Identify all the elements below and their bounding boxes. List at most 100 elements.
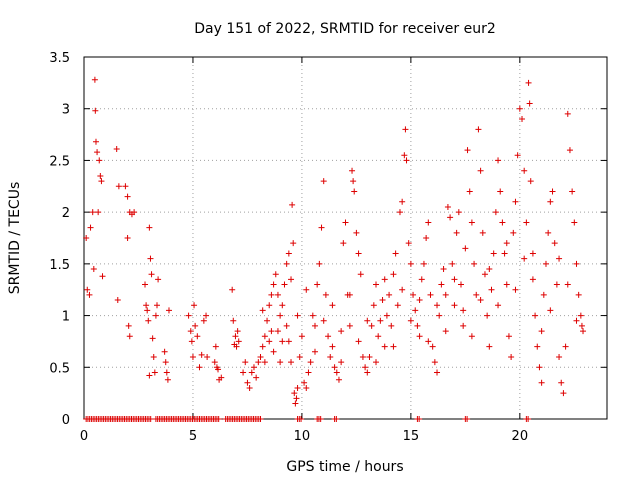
data-point xyxy=(349,167,356,174)
data-point xyxy=(434,369,441,376)
data-point xyxy=(291,390,298,397)
data-point xyxy=(362,364,369,371)
data-point xyxy=(266,302,273,309)
data-point xyxy=(257,353,264,360)
data-point xyxy=(250,364,257,371)
data-point xyxy=(396,209,403,216)
data-point xyxy=(279,338,286,345)
data-point xyxy=(279,302,286,309)
data-point xyxy=(407,317,414,324)
data-point xyxy=(512,286,519,293)
data-point xyxy=(285,250,292,257)
data-point xyxy=(311,322,318,329)
x-tick-label: 15 xyxy=(403,429,420,444)
data-point xyxy=(290,240,297,247)
data-point xyxy=(366,353,373,360)
x-axis-title: GPS time / hours xyxy=(286,459,403,475)
data-point xyxy=(503,281,510,288)
data-point xyxy=(521,167,528,174)
data-point xyxy=(497,188,504,195)
data-point xyxy=(357,271,364,278)
data-point xyxy=(566,147,573,154)
data-point xyxy=(149,335,156,342)
data-point xyxy=(303,286,310,293)
data-point xyxy=(375,333,382,340)
data-point xyxy=(512,198,519,205)
x-tick-labels: 0 5 10 15 20 xyxy=(80,429,528,444)
data-point xyxy=(292,400,299,407)
data-point xyxy=(248,369,255,376)
data-point xyxy=(164,376,171,383)
data-point xyxy=(350,178,357,185)
data-point xyxy=(189,353,196,360)
data-point xyxy=(333,416,340,422)
data-point xyxy=(229,286,236,293)
y-axis-title: SRMTID / TECUs xyxy=(7,182,23,295)
data-point xyxy=(329,302,336,309)
data-point xyxy=(114,297,121,304)
data-point xyxy=(527,178,534,185)
chart-title: Day 151 of 2022, SRMTID for receiver eur… xyxy=(194,21,496,37)
data-point xyxy=(230,317,237,324)
data-point xyxy=(196,364,203,371)
data-point xyxy=(516,105,523,112)
data-point xyxy=(314,281,321,288)
data-point xyxy=(399,286,406,293)
data-point xyxy=(289,201,296,208)
data-point xyxy=(379,297,386,304)
data-point xyxy=(122,183,129,190)
data-point xyxy=(457,281,464,288)
data-point xyxy=(549,188,556,195)
x-tick-label: 10 xyxy=(294,429,311,444)
data-point xyxy=(525,79,532,86)
data-point xyxy=(152,312,159,319)
data-point xyxy=(161,348,168,355)
data-point xyxy=(311,348,318,355)
data-point xyxy=(283,260,290,267)
y-tick-label: 1 xyxy=(62,310,70,325)
data-point xyxy=(486,343,493,350)
data-point xyxy=(529,250,536,257)
data-point xyxy=(373,359,380,366)
data-point xyxy=(471,260,478,267)
data-point xyxy=(198,351,205,358)
data-point xyxy=(235,338,242,345)
data-point xyxy=(98,178,105,185)
data-point xyxy=(505,333,512,340)
data-point xyxy=(351,188,358,195)
data-point xyxy=(342,219,349,226)
data-point xyxy=(455,209,462,216)
data-point xyxy=(416,297,423,304)
data-point xyxy=(499,219,506,226)
data-point xyxy=(526,100,533,107)
data-point xyxy=(410,291,417,298)
data-point xyxy=(359,353,366,360)
data-point xyxy=(416,416,423,422)
data-point xyxy=(185,312,192,319)
data-point xyxy=(192,322,199,329)
data-point xyxy=(562,343,569,350)
data-point xyxy=(575,291,582,298)
data-point xyxy=(381,343,388,350)
data-point xyxy=(147,255,154,262)
data-point xyxy=(464,416,471,422)
data-point xyxy=(150,353,157,360)
data-point xyxy=(540,291,547,298)
data-point xyxy=(298,416,305,422)
data-point xyxy=(381,276,388,283)
data-point xyxy=(147,416,154,422)
data-point xyxy=(268,328,275,335)
data-point xyxy=(460,307,467,314)
y-tick-label: 3.5 xyxy=(49,51,70,66)
data-point xyxy=(87,224,94,231)
data-point xyxy=(294,384,301,391)
data-point xyxy=(558,379,565,386)
data-point xyxy=(142,281,149,288)
y-tick-label: 1.5 xyxy=(49,258,70,273)
data-point xyxy=(519,116,526,123)
data-point xyxy=(261,333,268,340)
data-point xyxy=(215,416,222,422)
data-point xyxy=(510,229,517,236)
data-point xyxy=(200,317,207,324)
data-point xyxy=(451,302,458,309)
